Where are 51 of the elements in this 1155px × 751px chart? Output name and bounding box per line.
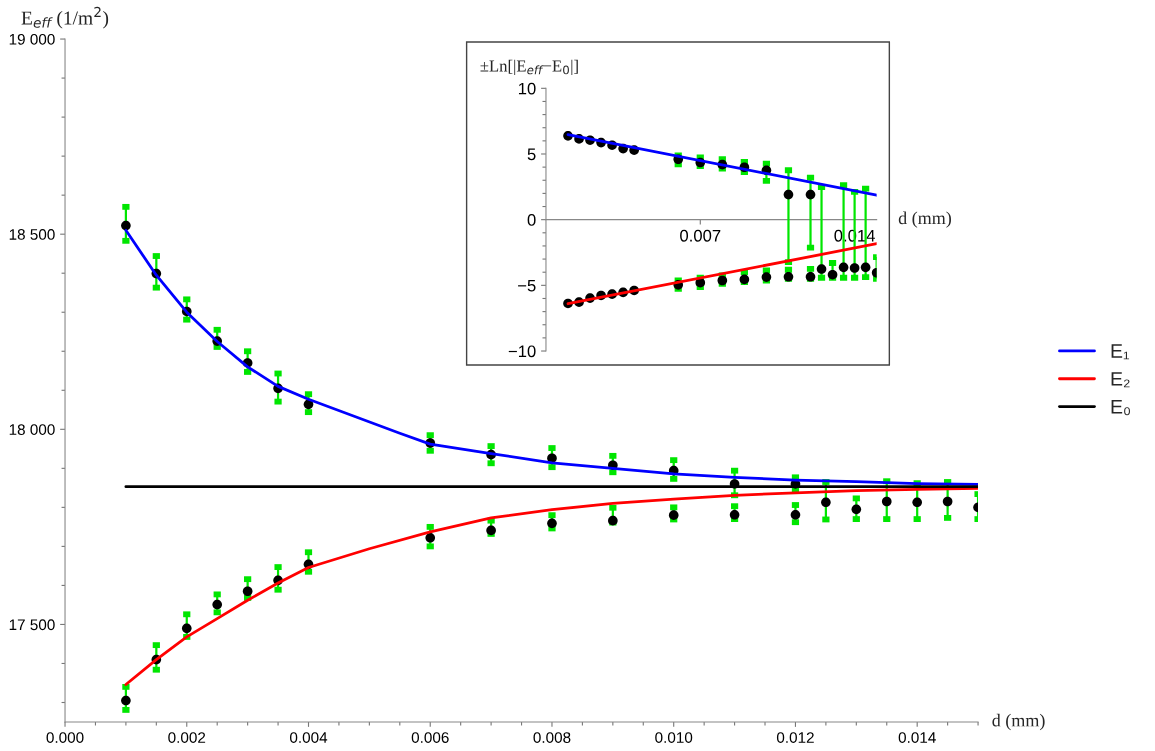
point [761,272,772,282]
y-tick-label: 18 000 [9,424,55,435]
point [912,497,922,508]
x-axis-title: d (mm) [898,211,951,228]
point [608,515,618,526]
legend-label: E₂ [1111,372,1130,388]
x-tick-label: 0.006 [411,732,449,743]
y-axis-title: E$_{eff}$ (1/m$^{2}$) [21,6,109,29]
y-tick-label: 0 [527,214,536,226]
x-tick-label: 0.010 [655,732,693,743]
line-series [124,486,979,686]
x-tick-label: 0.007 [680,229,721,242]
point [425,533,436,543]
x-tick-label: 0.012 [776,732,814,743]
x-tick-label: 0.004 [289,732,328,743]
point [851,504,862,515]
y-tick-label: −5 [518,279,536,292]
point [729,509,740,520]
point [121,695,131,706]
x-tick-label: 0.008 [533,732,571,743]
y-tick-label: 17 500 [9,619,55,631]
x-tick-label: 0.014 [898,732,936,743]
point [942,496,953,507]
y-tick-label: 19 000 [9,33,55,45]
point [860,262,871,273]
point [486,525,496,536]
point [816,264,827,274]
y-tick-label: 5 [527,148,536,161]
legend-label: E₁ [1111,344,1130,360]
point [181,623,192,634]
x-axis-title: d (mm) [992,713,1045,731]
y-tick-label: 10 [518,82,536,95]
legend-label: E₀ [1111,400,1130,416]
point [821,497,831,508]
y-tick-label: −10 [508,345,536,358]
point [805,189,816,200]
x-tick-label: 0.002 [168,732,206,743]
x-tick-label: 0.000 [46,732,84,743]
point [212,599,223,610]
point [790,509,801,520]
y-tick-label: 18 500 [9,229,55,240]
point [881,496,892,507]
point [849,263,860,273]
point [739,274,750,285]
point [783,189,794,200]
point [783,271,794,282]
y-axis-title: ±Ln[|E$_{eff}$−E$_{0}$|] [480,59,578,76]
point [838,262,849,273]
point [668,510,679,520]
point [121,220,131,231]
point [242,586,253,597]
